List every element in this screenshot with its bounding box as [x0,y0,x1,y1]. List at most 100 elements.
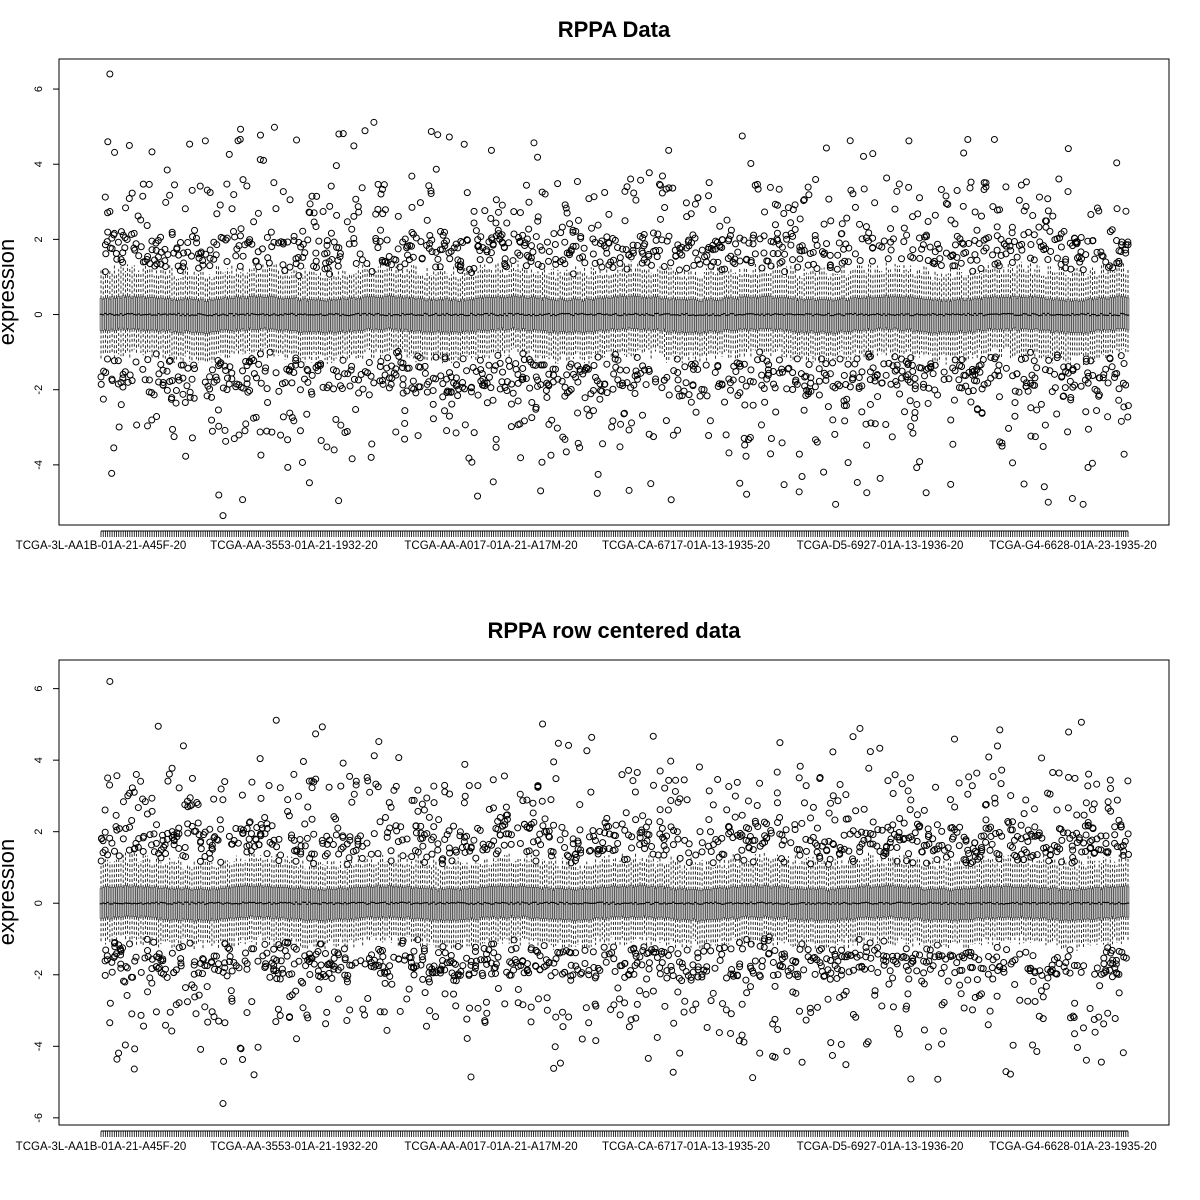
outlier-point [521,239,529,247]
outlier-point [1011,399,1019,407]
iqr-box [383,296,387,330]
sample-box [907,271,910,351]
sample-box [674,270,677,360]
sample-box [743,267,746,359]
outlier-point [764,366,772,374]
iqr-box [645,298,648,331]
outlier-point [800,197,808,205]
sample-box [561,276,564,354]
outlier-point [688,239,695,247]
sample-box [197,864,200,942]
outlier-point [878,379,886,387]
outlier-point [892,378,900,386]
iqr-box [110,296,114,330]
outlier-point [188,375,196,383]
outlier-point [385,384,393,392]
outlier-point [534,261,542,269]
outlier-point [767,450,775,458]
iqr-box [175,888,178,920]
outlier-point [348,362,356,370]
outlier-point [439,393,447,401]
sample-box [791,268,795,361]
outlier-point [942,200,950,208]
sample-box [348,272,351,360]
iqr-box [441,299,444,332]
sample-box [849,269,852,363]
outlier-point [201,137,209,145]
outlier-point [736,234,744,242]
outlier-point [904,371,912,379]
outlier-point [1079,500,1087,508]
outlier-point [337,421,345,429]
sample-box [987,262,990,357]
outlier-point [563,209,571,217]
iqr-box [505,297,509,330]
outlier-point [992,353,999,361]
outlier-point [450,244,458,252]
iqr-box [627,296,631,328]
outlier-point [330,385,338,393]
sample-box [170,267,174,364]
sample-box [321,864,325,941]
sample-box [148,266,152,353]
iqr-box [1013,296,1017,328]
outlier-point [215,422,223,430]
outlier-point [470,219,478,227]
sample-box [383,269,387,354]
outlier-point [199,261,207,269]
outlier-point [878,243,886,251]
outlier-point [540,361,548,369]
outlier-point [743,490,751,498]
iqr-box [434,889,438,921]
outlier-point [378,377,386,385]
outlier-point [465,454,473,462]
outlier-point [978,212,986,220]
sample-box [110,272,114,353]
iqr-box [534,297,538,330]
sample-box [199,272,203,363]
sample-box [973,269,977,356]
outlier-point [525,198,533,206]
outlier-point [523,235,531,243]
iqr-box [1000,296,1003,330]
outlier-point [818,355,826,363]
outlier-point [432,353,440,361]
sample-box [492,273,495,354]
iqr-box [563,300,566,332]
outlier-point [634,242,642,250]
sample-box [711,266,715,354]
sample-box [685,278,688,356]
outlier-point [392,371,400,379]
outlier-point [452,361,460,369]
outlier-point [399,359,407,367]
sample-box [403,865,407,944]
outlier-point [1117,417,1125,425]
outlier-point [301,249,309,257]
sample-box [212,867,216,944]
outlier-point [474,492,482,500]
outlier-point [1119,379,1127,387]
sample-box [942,276,946,354]
outlier-point [308,371,316,379]
outlier-point [1013,370,1021,378]
outlier-point [637,176,645,184]
iqr-box [352,297,356,331]
outlier-point [182,452,190,460]
outlier-point [747,366,755,374]
outlier-point [893,381,901,389]
sample-box [343,270,347,354]
iqr-box [348,297,351,331]
iqr-box [268,886,271,918]
outlier-point [600,380,608,388]
outlier-point [756,235,764,243]
outlier-point [256,428,264,436]
sample-box [640,269,644,354]
iqr-box [778,297,782,329]
outlier-point [323,241,331,249]
outlier-point [254,248,262,256]
iqr-box [308,889,311,921]
outlier-point [645,365,653,373]
outlier-point [104,228,112,236]
outlier-point [989,203,997,211]
iqr-box [487,296,491,331]
